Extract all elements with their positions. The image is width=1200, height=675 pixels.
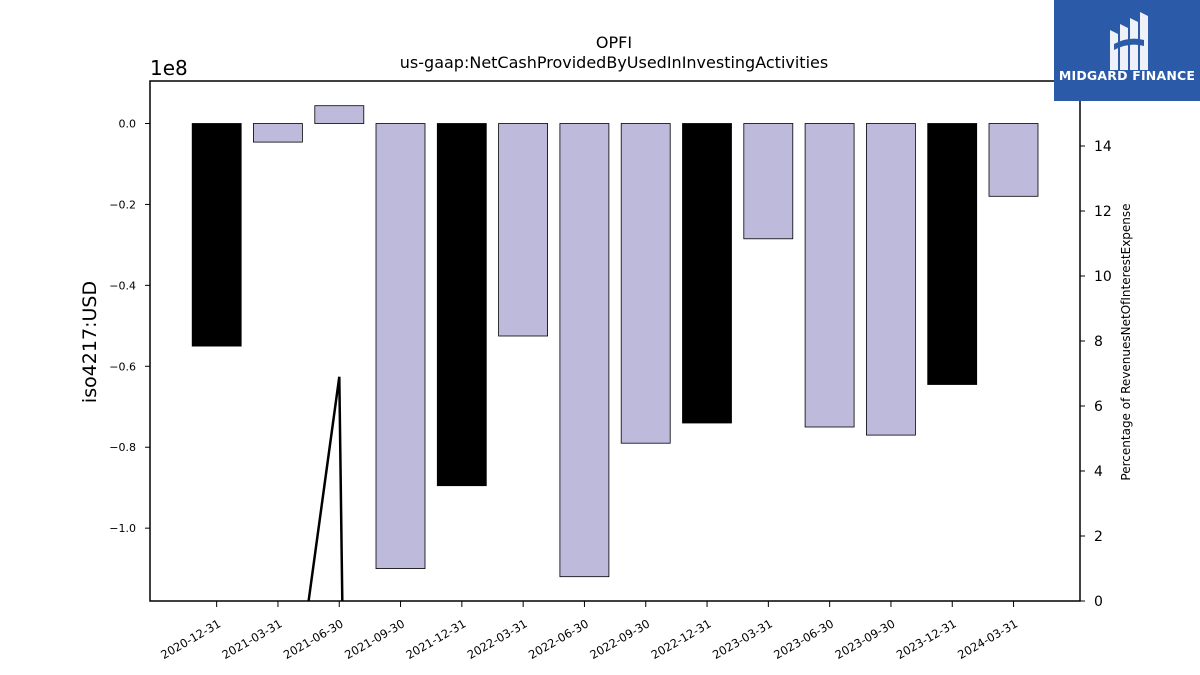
x-tick-label: 2021-09-30 (342, 616, 407, 662)
x-tick-label: 2022-03-31 (465, 616, 530, 662)
y2-tick-label: 8 (1094, 334, 1103, 350)
y-axis-label: iso4217:USD (79, 281, 101, 403)
x-tick-label: 2023-12-31 (894, 616, 959, 662)
y2-tick-label: 6 (1094, 399, 1103, 415)
plot-layer: 0.0 −0.2 −0.4 −0.6 −0.8 −1.0 0 2 4 6 8 10 12 14 2020-1… (109, 80, 1112, 662)
y-offset-text: 1e8 (150, 56, 188, 80)
bar-2021-09-30 (375, 123, 426, 570)
y-tick-label: −1.0 (109, 522, 136, 535)
y2-tick-label: 4 (1094, 464, 1103, 480)
bar-2023-06-30 (804, 123, 855, 428)
y-tick-label: 0.0 (119, 117, 137, 130)
x-tick-label: 2021-03-31 (220, 616, 285, 662)
x-tick-label: 2021-12-31 (403, 616, 468, 662)
y-tick-label: −0.8 (109, 441, 136, 454)
bar-2021-12-31 (436, 123, 487, 487)
y2-tick-label: 0 (1094, 594, 1103, 610)
logo-text: MIDGARD FINANCE (1058, 68, 1196, 83)
y2-tick-label: 2 (1094, 529, 1103, 545)
x-tick-label: 2022-12-31 (649, 616, 714, 662)
chart-title: OPFI (596, 33, 632, 52)
x-tick-label: 2023-03-31 (710, 616, 775, 662)
bar-2021-06-30 (314, 105, 365, 124)
bar-2024-03-31 (988, 123, 1039, 197)
y2-tick-label: 12 (1094, 204, 1112, 220)
y-tick-label: −0.2 (109, 198, 136, 211)
y-tick-label: −0.6 (109, 360, 136, 373)
x-tick-label: 2022-09-30 (587, 616, 652, 662)
brand-logo: MIDGARD FINANCE (1054, 0, 1200, 101)
chart-subtitle: us-gaap:NetCashProvidedByUsedInInvesting… (400, 53, 828, 72)
x-tick-label: 2021-06-30 (281, 616, 346, 662)
bar-2022-06-30 (559, 123, 610, 578)
y2-tick-label: 14 (1094, 139, 1112, 155)
y-tick-label: −0.4 (109, 279, 136, 292)
logo-mark-icon (1110, 12, 1148, 70)
bar-2021-03-31 (252, 123, 303, 143)
secondary-line (307, 376, 344, 602)
x-tick-label: 2023-06-30 (771, 616, 836, 662)
x-tick-label: 2023-09-30 (833, 616, 898, 662)
bar-2023-12-31 (927, 123, 978, 385)
bar-2022-03-31 (498, 123, 549, 337)
x-tick-label: 2022-06-30 (526, 616, 591, 662)
y2-axis-label: Percentage of RevenuesNetOfInterestExpen… (1119, 203, 1133, 480)
bar-2020-12-31 (191, 123, 242, 347)
bar-2023-09-30 (866, 123, 916, 436)
bar-2022-09-30 (620, 123, 671, 444)
bar-2022-12-31 (682, 123, 732, 424)
y2-tick-label: 10 (1094, 269, 1112, 285)
x-tick-label: 2020-12-31 (158, 616, 223, 662)
x-tick-label: 2024-03-31 (955, 616, 1020, 662)
bar-2023-03-31 (743, 123, 794, 240)
